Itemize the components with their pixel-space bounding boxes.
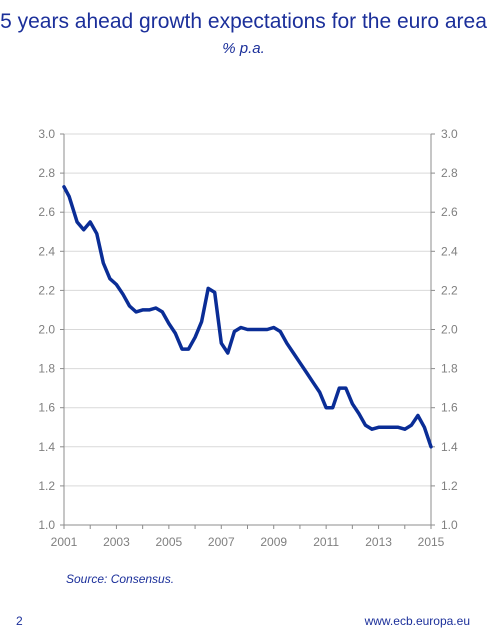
data-point	[135, 310, 138, 313]
data-point	[246, 328, 249, 331]
data-point	[364, 424, 367, 427]
data-point	[194, 336, 197, 339]
y-tick-label-right: 1.2	[441, 479, 458, 493]
data-point	[318, 391, 321, 394]
y-tick-label-left: 1.0	[38, 518, 55, 532]
data-point	[292, 351, 295, 354]
data-point	[233, 330, 236, 333]
data-point	[108, 277, 111, 280]
y-tick-label-left: 2.6	[38, 205, 55, 219]
data-point	[82, 228, 85, 231]
y-tick-label-right: 3.0	[441, 127, 458, 141]
x-tick-label: 2003	[103, 535, 130, 549]
chart-title: 5 years ahead growth expectations for th…	[0, 10, 487, 33]
data-point	[305, 371, 308, 374]
data-point	[167, 322, 170, 325]
data-point	[148, 308, 151, 311]
data-point	[384, 426, 387, 429]
y-tick-label-right: 1.6	[441, 401, 458, 415]
data-point	[76, 220, 79, 223]
data-point	[174, 332, 177, 335]
x-tick-label: 2011	[313, 535, 339, 549]
data-point	[272, 326, 275, 329]
data-point	[68, 195, 71, 198]
y-tick-label-left: 2.0	[38, 323, 55, 337]
y-tick-label-left: 2.2	[38, 283, 55, 297]
data-point	[95, 232, 98, 235]
y-tick-label-left: 2.8	[38, 166, 55, 180]
y-tick-label-right: 2.4	[441, 244, 458, 258]
data-point	[397, 426, 400, 429]
data-point	[390, 426, 393, 429]
data-point	[279, 330, 282, 333]
data-point	[226, 351, 229, 354]
data-point	[344, 387, 347, 390]
data-point	[102, 262, 105, 265]
data-point	[430, 445, 433, 448]
data-point	[141, 308, 144, 311]
data-point	[63, 185, 66, 188]
y-tick-label-right: 2.8	[441, 166, 458, 180]
data-point	[220, 342, 223, 345]
y-tick-label-right: 1.0	[441, 518, 458, 532]
data-point	[187, 348, 190, 351]
x-tick-label: 2001	[51, 535, 78, 549]
tick-labels: 1.0 1.2 1.4 1.6 1.8 2.0 2.2 2.4 2.6 2.8 3.0 1.0 1.2 1…	[38, 127, 458, 549]
data-point	[351, 402, 354, 405]
y-tick-label-right: 1.8	[441, 362, 458, 376]
data-point	[312, 381, 315, 384]
chart-subtitle: % p.a.	[222, 40, 265, 57]
x-tick-label: 2015	[418, 535, 445, 549]
y-tick-label-right: 2.6	[441, 205, 458, 219]
data-point	[403, 428, 406, 431]
data-point	[325, 406, 328, 409]
data-point	[416, 414, 419, 417]
x-tick-label: 2005	[156, 535, 183, 549]
data-point	[128, 305, 131, 308]
y-tick-label-right: 2.0	[441, 323, 458, 337]
data-point	[377, 426, 380, 429]
y-tick-label-left: 1.6	[38, 401, 55, 415]
data-point	[357, 412, 360, 415]
x-tick-label: 2009	[260, 535, 287, 549]
data-point	[259, 328, 262, 331]
data-point	[239, 326, 242, 329]
data-point	[115, 283, 118, 286]
data-point	[298, 361, 301, 364]
data-point	[89, 220, 92, 223]
data-point	[371, 428, 374, 431]
data-point	[154, 306, 157, 309]
data-point	[253, 328, 256, 331]
data-point	[285, 342, 288, 345]
data-point	[338, 387, 341, 390]
y-tick-label-left: 1.4	[38, 440, 55, 454]
growth-expectations-line	[62, 185, 433, 449]
gridlines	[64, 133, 431, 487]
data-point	[121, 293, 124, 296]
data-point	[200, 320, 203, 323]
x-tick-label: 2013	[365, 535, 392, 549]
data-point	[161, 310, 164, 313]
data-point	[331, 406, 334, 409]
y-tick-label-left: 1.2	[38, 479, 55, 493]
page-number: 2	[16, 614, 23, 628]
source-note: Source: Consensus.	[66, 572, 175, 586]
data-point	[266, 328, 269, 331]
data-point	[213, 291, 216, 294]
axes	[60, 133, 435, 529]
y-tick-label-right: 2.2	[441, 283, 458, 297]
data-point	[180, 348, 183, 351]
y-tick-label-left: 3.0	[38, 127, 55, 141]
footer-url[interactable]: www.ecb.europa.eu	[364, 614, 470, 628]
y-tick-label-right: 1.4	[441, 440, 458, 454]
data-point	[423, 426, 426, 429]
x-tick-label: 2007	[208, 535, 235, 549]
series-layer	[62, 185, 433, 449]
data-point	[410, 424, 413, 427]
y-tick-label-left: 1.8	[38, 362, 55, 376]
data-point	[207, 287, 210, 290]
y-tick-label-left: 2.4	[38, 244, 55, 258]
